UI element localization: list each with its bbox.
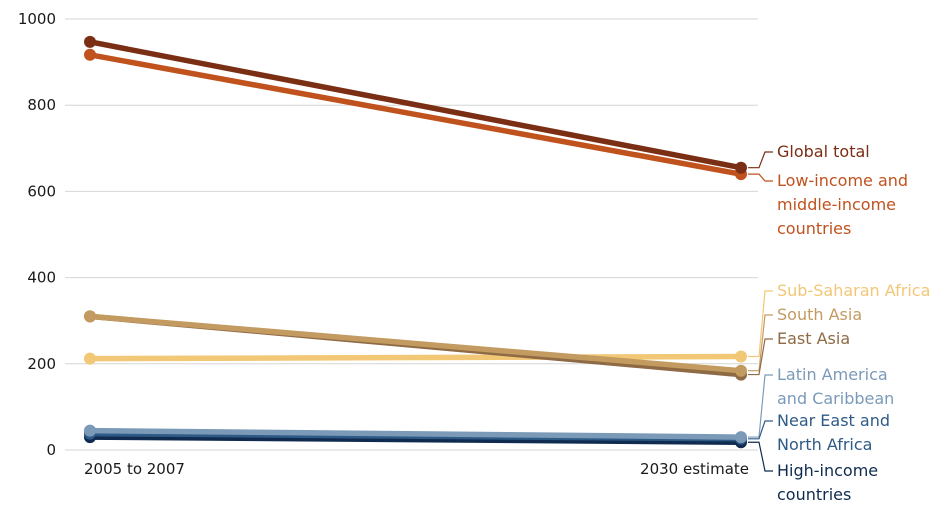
label-leader-line (748, 441, 773, 472)
series-line (87, 353, 744, 362)
x-tick-label: 2005 to 2007 (84, 460, 185, 478)
data-point (735, 364, 747, 377)
label-leader-line (748, 173, 773, 182)
series-label-line: and Caribbean (777, 389, 894, 408)
data-point (735, 431, 747, 444)
series-label: South Asia (777, 305, 862, 324)
series-label-line: North Africa (777, 435, 872, 454)
series-label-line: Latin America (777, 365, 888, 384)
series-label-line: South Asia (777, 305, 862, 324)
y-tick-label: 1000 (18, 10, 56, 28)
data-point (84, 352, 96, 365)
series-label-line: Global total (777, 142, 870, 161)
series-label: High-income countries (777, 461, 878, 504)
series-line (87, 434, 744, 445)
data-point (735, 161, 747, 174)
label-leader-line (748, 314, 773, 372)
x-tick-label: 2030 estimate (640, 460, 749, 478)
data-point (84, 424, 96, 437)
label-leader-line (748, 374, 773, 438)
data-point (735, 350, 747, 363)
y-tick-label: 600 (27, 182, 56, 200)
y-tick-label: 400 (27, 269, 56, 287)
series-label-line: middle-income (777, 195, 896, 214)
data-point (84, 35, 96, 48)
series-label: Global total (777, 142, 870, 161)
series-label: Sub-Saharan Africa (777, 281, 930, 300)
label-leader-line (748, 420, 773, 440)
y-tick-label: 200 (27, 355, 56, 373)
data-point (84, 310, 96, 323)
data-point (84, 48, 96, 61)
label-leader-line (748, 151, 773, 169)
series-label-line: East Asia (777, 329, 850, 348)
series-label-line: Low-income and (777, 171, 908, 190)
y-tick-label: 0 (46, 441, 56, 459)
series-line (87, 52, 744, 177)
series-label-line: Sub-Saharan Africa (777, 281, 930, 300)
series-label-line: Near East and (777, 411, 890, 430)
series-line (87, 427, 744, 440)
label-leader-line (748, 338, 773, 376)
label-leader-line (748, 290, 773, 358)
series-label: Latin America and Caribbean (777, 365, 894, 408)
series-line (87, 39, 744, 171)
series-label-line: High-income (777, 461, 878, 480)
series-label: East Asia (777, 329, 850, 348)
series-label-line: countries (777, 485, 851, 504)
y-tick-label: 800 (27, 96, 56, 114)
series-label-line: countries (777, 219, 851, 238)
series-label: Near East and North Africa (777, 411, 890, 454)
series-label: Low-income and middle-income countries (777, 171, 908, 238)
series-line (87, 313, 744, 374)
